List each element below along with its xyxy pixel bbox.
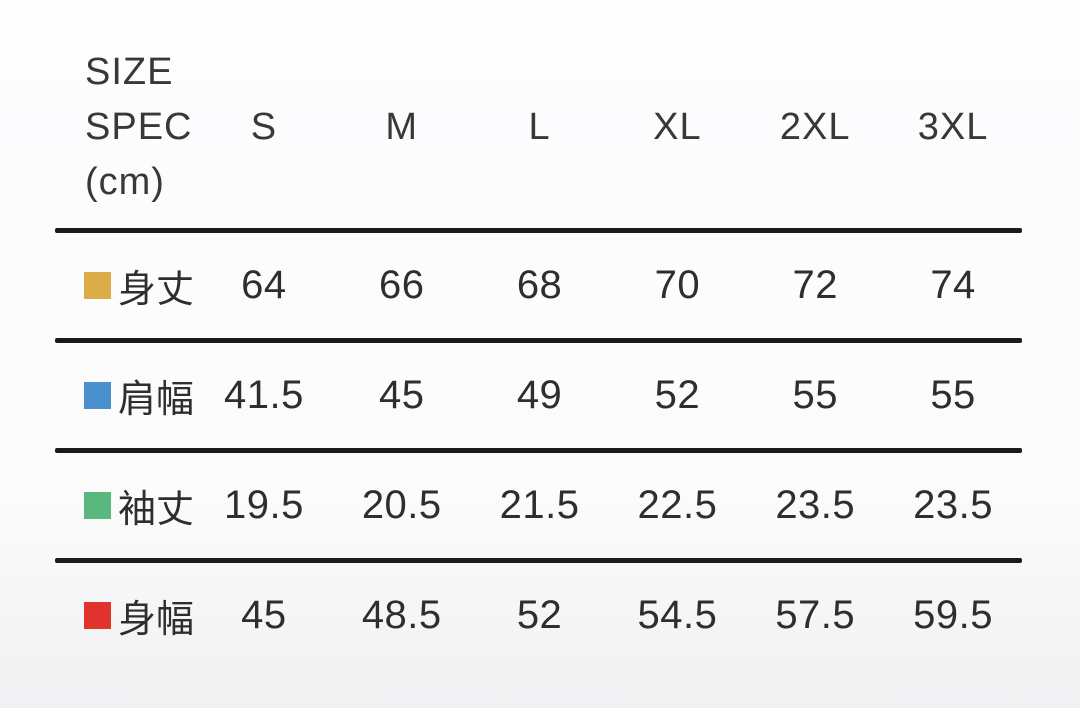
- row-label-shoulder-width: 肩幅: [118, 379, 195, 421]
- table-row-body-width: 身幅 45 48.5 52 54.5 57.5 59.5: [55, 563, 1022, 668]
- red-swatch-icon: [84, 602, 111, 629]
- val-body-width-l: 52: [516, 593, 563, 637]
- size-spec-title: SIZE SPEC (cm): [55, 0, 195, 228]
- val-shoulder-width-xl: 52: [654, 373, 701, 417]
- row-label-sleeve-length: 袖丈: [118, 489, 195, 531]
- label-cell-shoulder-width: 肩幅: [55, 368, 195, 423]
- val-shoulder-width-s: 41.5: [223, 373, 304, 417]
- val-sleeve-length-2xl: 23.5: [775, 483, 856, 527]
- val-sleeve-length-l: 21.5: [499, 483, 580, 527]
- val-body-width-xl: 54.5: [637, 593, 718, 637]
- column-header-m: M: [385, 106, 419, 148]
- row-label-body-length: 身丈: [118, 269, 195, 311]
- val-sleeve-length-m: 20.5: [361, 483, 442, 527]
- val-body-width-2xl: 57.5: [775, 593, 856, 637]
- header-divider: [55, 228, 1022, 233]
- table-row-body-length: 身丈 64 66 68 70 72 74: [55, 233, 1022, 338]
- val-body-length-3xl: 74: [930, 263, 976, 307]
- column-header-l: L: [528, 106, 551, 148]
- table-row-sleeve-length: 袖丈 19.5 20.5 21.5 22.5 23.5 23.5: [55, 453, 1022, 558]
- column-header-2xl: 2XL: [779, 106, 851, 148]
- val-shoulder-width-l: 49: [516, 373, 563, 417]
- val-sleeve-length-3xl: 23.5: [913, 483, 993, 527]
- title-line-spec: SPEC: [85, 106, 193, 148]
- val-shoulder-width-2xl: 55: [792, 373, 838, 417]
- size-spec-table: SIZE SPEC (cm) S M L XL 2XL 3XL 身丈 64 66…: [55, 0, 1022, 668]
- yellow-swatch-icon: [84, 272, 111, 299]
- title-line-unit: (cm): [85, 161, 165, 203]
- row-divider: [55, 448, 1022, 453]
- val-body-width-m: 48.5: [361, 593, 442, 637]
- row-divider: [55, 338, 1022, 343]
- column-header-s: S: [250, 106, 278, 148]
- label-cell-body-length: 身丈: [55, 258, 195, 313]
- label-cell-body-width: 身幅: [55, 588, 195, 643]
- val-body-width-s: 45: [241, 593, 287, 637]
- row-divider: [55, 558, 1022, 563]
- val-body-length-s: 64: [241, 263, 287, 307]
- label-cell-sleeve-length: 袖丈: [55, 478, 195, 533]
- val-shoulder-width-m: 45: [378, 373, 425, 417]
- blue-swatch-icon: [84, 382, 111, 409]
- column-header-xl: XL: [653, 106, 702, 148]
- val-body-length-l: 68: [516, 263, 563, 307]
- title-line-size: SIZE: [85, 51, 174, 93]
- val-body-length-xl: 70: [654, 263, 701, 307]
- green-swatch-icon: [84, 492, 111, 519]
- val-body-width-3xl: 59.5: [913, 593, 993, 637]
- table-header-row: SIZE SPEC (cm) S M L XL 2XL 3XL: [55, 0, 1022, 228]
- val-body-length-2xl: 72: [792, 263, 838, 307]
- row-label-body-width: 身幅: [118, 599, 195, 641]
- val-shoulder-width-3xl: 55: [930, 373, 976, 417]
- val-sleeve-length-xl: 22.5: [637, 483, 718, 527]
- column-header-3xl: 3XL: [917, 106, 989, 148]
- table-row-shoulder-width: 肩幅 41.5 45 49 52 55 55: [55, 343, 1022, 448]
- val-sleeve-length-s: 19.5: [223, 483, 304, 527]
- val-body-length-m: 66: [378, 263, 425, 307]
